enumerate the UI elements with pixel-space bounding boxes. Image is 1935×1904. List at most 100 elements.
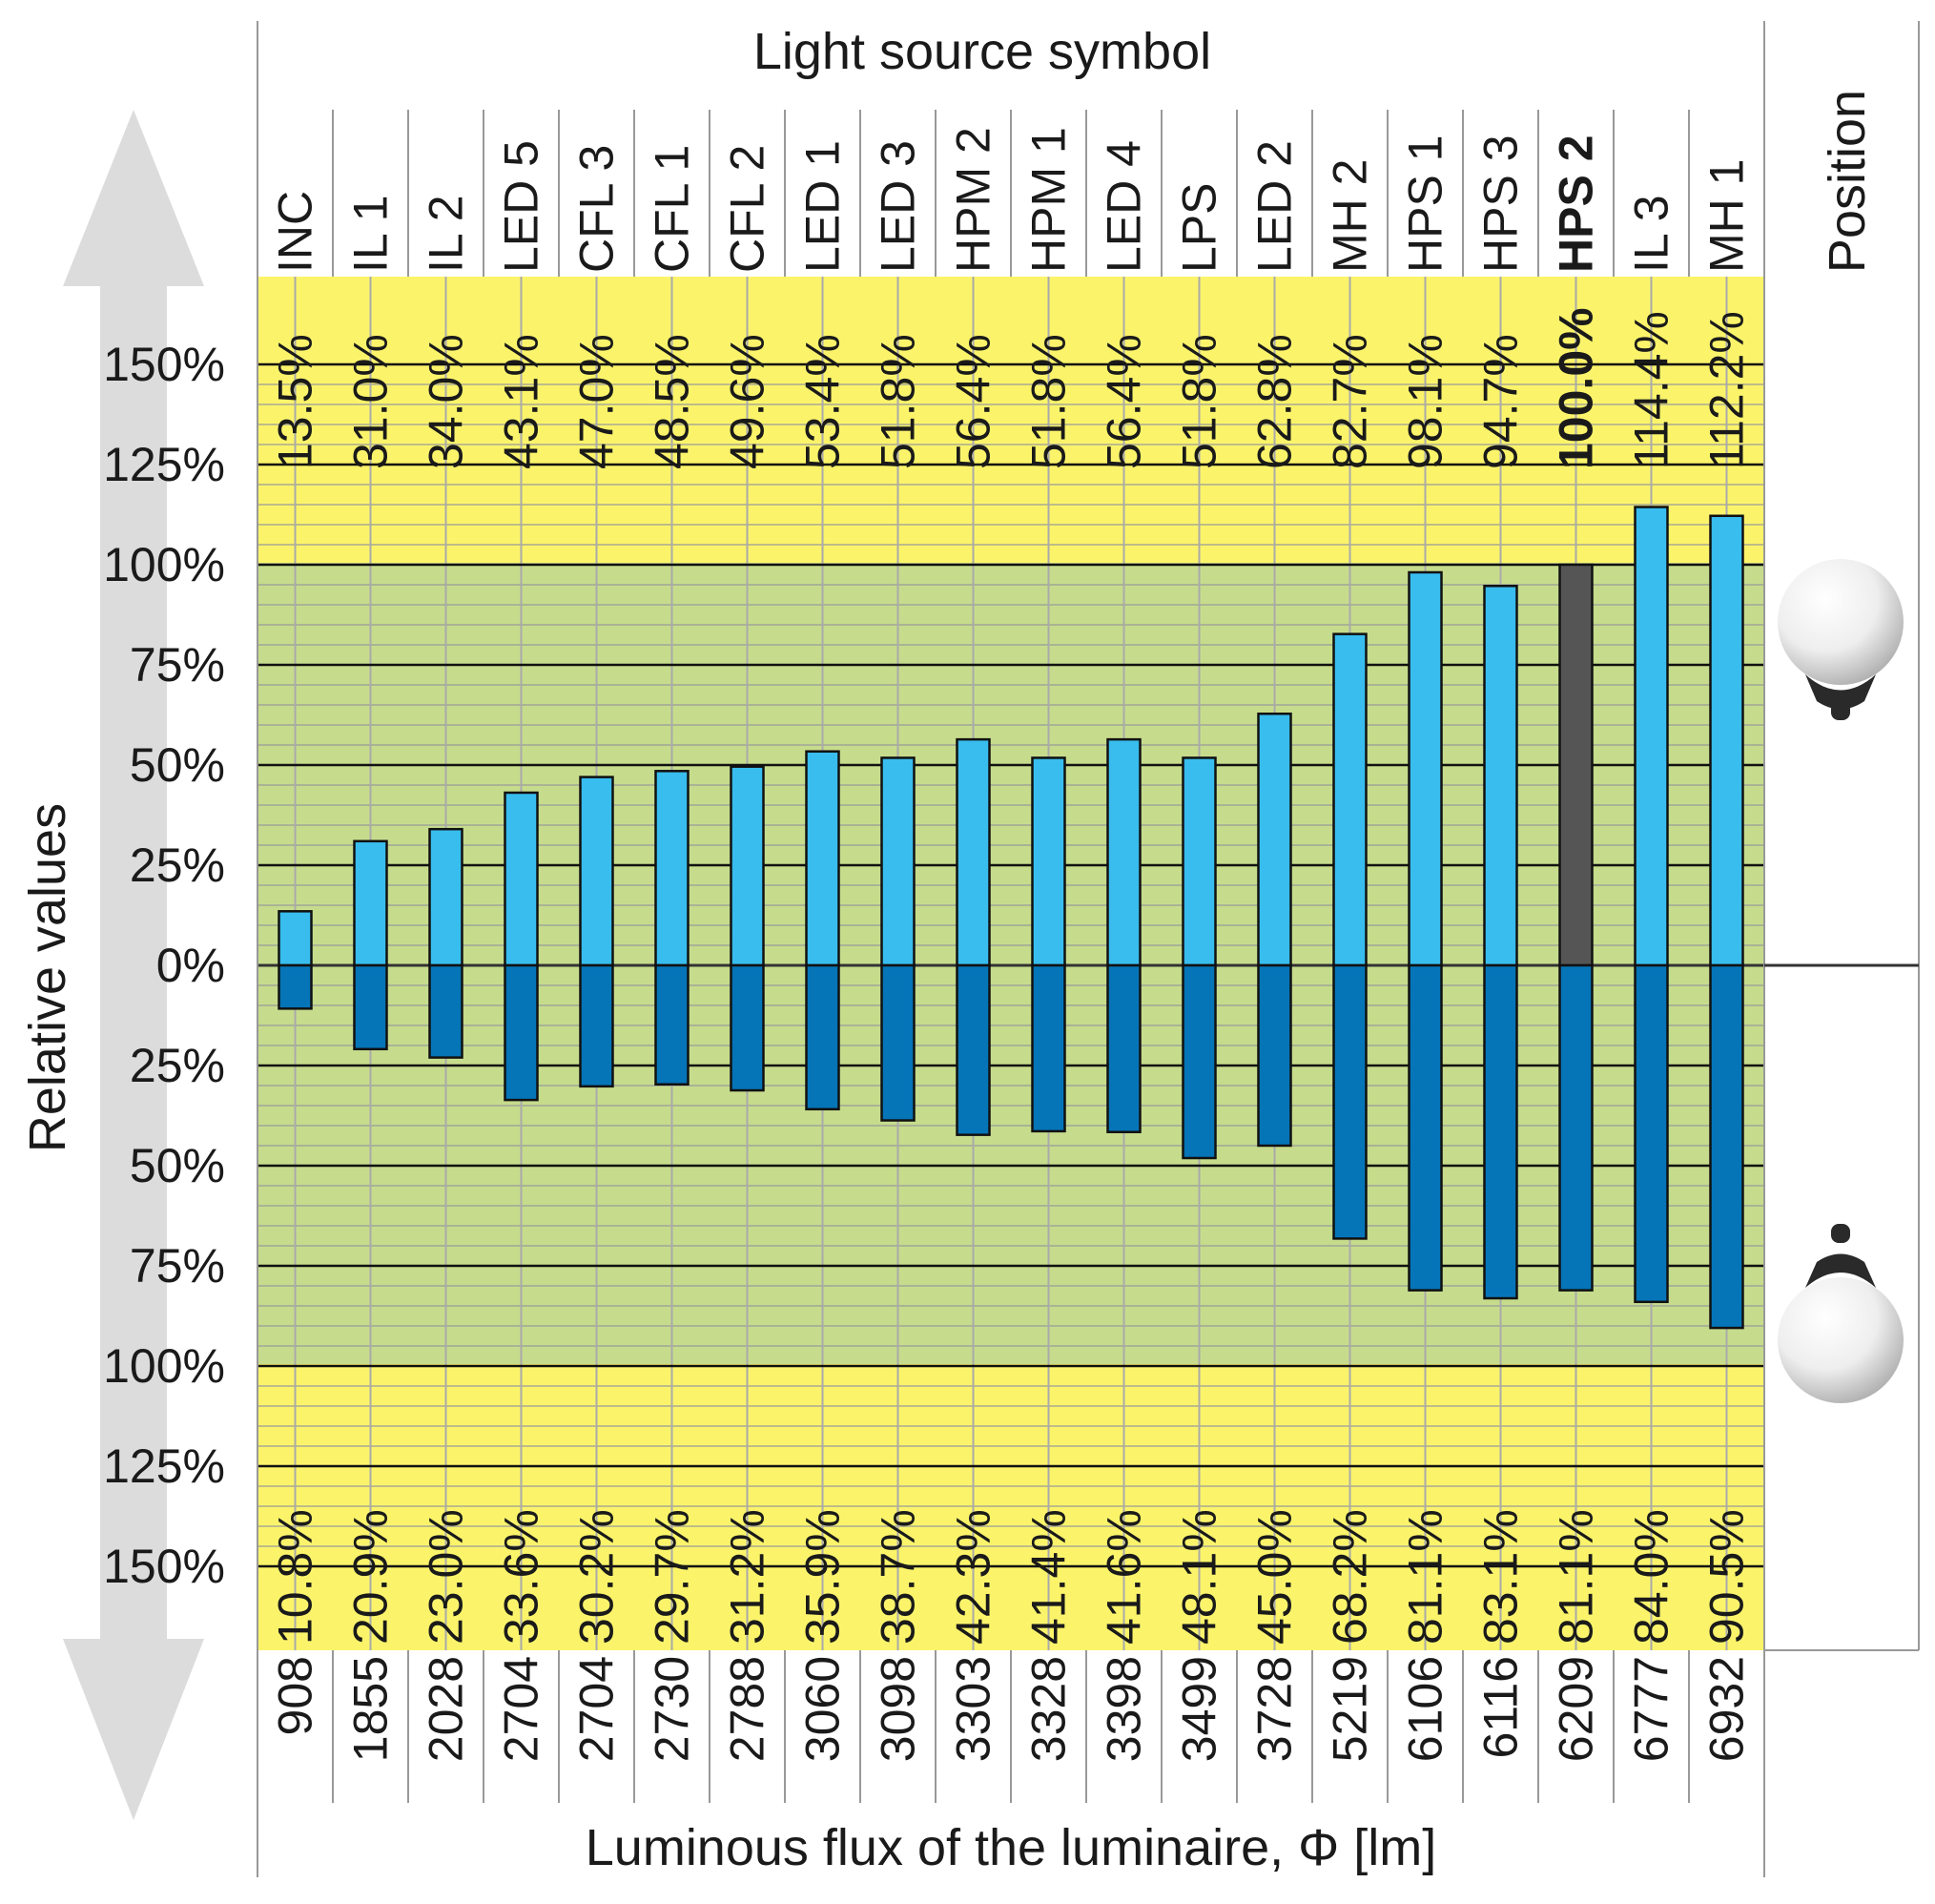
upper-value-label: 100.0%	[1550, 307, 1603, 469]
bar-upper	[504, 791, 539, 967]
flux-label: 2028	[420, 1656, 473, 1762]
light-source-name: LED 4	[1098, 140, 1151, 273]
bar-lower	[278, 963, 313, 1010]
upper-value-label: 13.5%	[269, 334, 322, 469]
y-tick-label: 125%	[103, 1439, 225, 1493]
bar-upper	[428, 827, 463, 967]
chart-title: Light source symbol	[753, 23, 1211, 80]
flux-label: 3499	[1173, 1656, 1226, 1762]
light-source-name: CFL 3	[570, 145, 624, 273]
lower-value-label: 48.1%	[1173, 1509, 1226, 1645]
bar-lower	[1182, 963, 1217, 1160]
lower-value-label: 31.2%	[721, 1509, 774, 1645]
light-source-name: LPS	[1173, 182, 1226, 273]
globe-luminaire-down-icon	[1778, 1224, 1904, 1403]
bar-upper	[579, 776, 614, 967]
bar-lower	[579, 963, 614, 1088]
y-tick-label: 50%	[130, 1139, 225, 1192]
bar-lower	[353, 963, 388, 1051]
bar-lower	[1031, 963, 1066, 1133]
bar-lower	[654, 963, 690, 1086]
y-tick-label: 25%	[130, 1039, 225, 1092]
y-axis-ticks: 150% 125% 100% 75% 50% 25% 0% 25% 50% 75% 100% 125%…	[103, 338, 225, 1593]
lower-value-label: 84.0%	[1625, 1509, 1678, 1645]
flux-label: 2704	[570, 1656, 624, 1762]
bar-lower	[1558, 963, 1594, 1292]
plot-background	[257, 277, 1764, 1650]
bar-upper	[1483, 585, 1518, 967]
bar-upper	[654, 770, 690, 967]
light-source-name: MH 1	[1700, 159, 1754, 273]
lower-value-label: 20.9%	[344, 1509, 398, 1645]
flux-label: 6106	[1399, 1656, 1452, 1762]
frame-lines	[257, 21, 1920, 1877]
light-source-name: HPM 1	[1022, 127, 1076, 273]
light-source-name: IL 1	[344, 195, 398, 273]
flux-label: 5219	[1324, 1656, 1377, 1762]
lower-value-label: 23.0%	[420, 1509, 473, 1645]
lower-value-label: 81.1%	[1550, 1509, 1603, 1645]
flux-label: 6932	[1700, 1656, 1754, 1762]
upper-value-label: 51.8%	[872, 334, 925, 469]
bar-lower	[1634, 963, 1669, 1304]
upper-value-label: 82.7%	[1324, 334, 1377, 469]
flux-label: 3728	[1248, 1656, 1302, 1762]
lower-value-label: 33.6%	[495, 1509, 548, 1645]
lower-value-label: 35.9%	[796, 1509, 850, 1645]
y-axis-label: Relative values	[19, 803, 76, 1152]
light-source-name: IL 3	[1625, 195, 1678, 273]
bar-upper	[1709, 514, 1744, 967]
upper-value-label: 98.1%	[1399, 334, 1452, 469]
upper-value-label: 56.4%	[947, 334, 1000, 469]
y-tick-label: 100%	[103, 538, 225, 591]
flux-labels: 908 1855 2028 2704 2704 2730 2788 3060 3098 3303 3…	[269, 1656, 1754, 1762]
flux-label: 3303	[947, 1656, 1000, 1762]
flux-label: 2704	[495, 1656, 548, 1762]
lower-value-label: 38.7%	[872, 1509, 925, 1645]
bar-lower	[805, 963, 840, 1111]
bar-upper	[1634, 506, 1669, 967]
flux-label: 6209	[1550, 1656, 1603, 1762]
bar-upper	[1182, 756, 1217, 967]
bar-lower	[1106, 963, 1142, 1133]
flux-label: 3098	[872, 1656, 925, 1762]
bar-upper	[805, 750, 840, 967]
x-axis-label: Luminous flux of the luminaire, Φ [lm]	[586, 1819, 1436, 1876]
flux-label: 1855	[344, 1656, 398, 1762]
bar-lower	[1408, 963, 1443, 1292]
lower-value-label: 83.1%	[1474, 1509, 1528, 1645]
flux-label: 2788	[721, 1656, 774, 1762]
globe-luminaire-up-icon	[1778, 559, 1904, 720]
lower-value-label: 81.1%	[1399, 1509, 1452, 1645]
upper-value-label: 53.4%	[796, 334, 850, 469]
bar-upper	[353, 839, 388, 967]
upper-value-label: 51.8%	[1173, 334, 1226, 469]
bar-lower	[1332, 963, 1368, 1240]
upper-value-label: 43.1%	[495, 334, 548, 469]
bar-upper	[956, 737, 991, 967]
upper-value-label: 112.2%	[1700, 311, 1754, 469]
bar-lower	[1483, 963, 1518, 1300]
bar-upper	[1332, 632, 1368, 967]
bar-lower	[730, 963, 765, 1092]
light-source-name: INC	[269, 191, 322, 273]
bar-upper	[1257, 712, 1292, 967]
flux-label: 3060	[796, 1656, 850, 1762]
upper-value-label: 56.4%	[1098, 334, 1151, 469]
light-source-labels: INC IL 1 IL 2 LED 5 CFL 3 CFL 1 CFL 2 LED 1 LED …	[269, 127, 1754, 273]
bar-lower	[1709, 963, 1744, 1330]
bar-upper	[1031, 756, 1066, 967]
upper-value-label: 94.7%	[1474, 334, 1528, 469]
lower-value-label: 45.0%	[1248, 1509, 1302, 1645]
upper-value-labels: 13.5% 31.0% 34.0% 43.1% 47.0% 48.5% 49.6% 53.4%…	[269, 307, 1754, 469]
y-tick-label: 125%	[103, 438, 225, 491]
bar-upper	[1106, 737, 1142, 967]
lower-value-label: 90.5%	[1700, 1509, 1754, 1645]
flux-label: 2730	[646, 1656, 699, 1762]
upper-value-label: 48.5%	[646, 334, 699, 469]
lower-value-labels: 10.8% 20.9% 23.0% 33.6% 30.2% 29.7% 31.2% 35.9%…	[269, 1509, 1754, 1645]
bar-upper	[278, 910, 313, 967]
position-label: Position	[1819, 90, 1876, 273]
flux-label: 3398	[1098, 1656, 1151, 1762]
